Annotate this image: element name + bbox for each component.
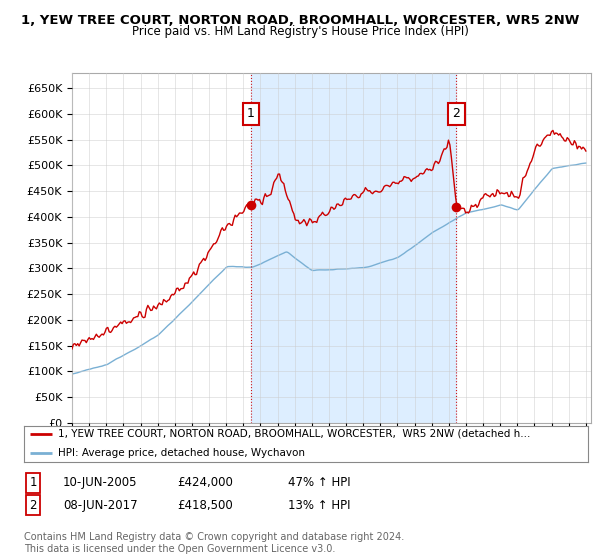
Text: 47% ↑ HPI: 47% ↑ HPI [288, 476, 350, 489]
Text: 1, YEW TREE COURT, NORTON ROAD, BROOMHALL, WORCESTER,  WR5 2NW (detached h...: 1, YEW TREE COURT, NORTON ROAD, BROOMHAL… [58, 428, 530, 438]
Text: 08-JUN-2017: 08-JUN-2017 [63, 498, 137, 512]
Text: Price paid vs. HM Land Registry's House Price Index (HPI): Price paid vs. HM Land Registry's House … [131, 25, 469, 38]
Text: HPI: Average price, detached house, Wychavon: HPI: Average price, detached house, Wych… [58, 448, 305, 458]
Text: Contains HM Land Registry data © Crown copyright and database right 2024.: Contains HM Land Registry data © Crown c… [24, 531, 404, 542]
Bar [251, 73, 457, 423]
Text: 10-JUN-2005: 10-JUN-2005 [63, 476, 137, 489]
Text: £418,500: £418,500 [177, 498, 233, 512]
Text: 1: 1 [247, 108, 255, 120]
Text: 2: 2 [29, 498, 37, 512]
Text: This data is licensed under the Open Government Licence v3.0.: This data is licensed under the Open Gov… [24, 544, 335, 554]
Text: 1, YEW TREE COURT, NORTON ROAD, BROOMHALL, WORCESTER, WR5 2NW: 1, YEW TREE COURT, NORTON ROAD, BROOMHAL… [21, 14, 579, 27]
Text: 1: 1 [29, 476, 37, 489]
Text: 13% ↑ HPI: 13% ↑ HPI [288, 498, 350, 512]
Text: £424,000: £424,000 [177, 476, 233, 489]
Text: 2: 2 [452, 108, 460, 120]
